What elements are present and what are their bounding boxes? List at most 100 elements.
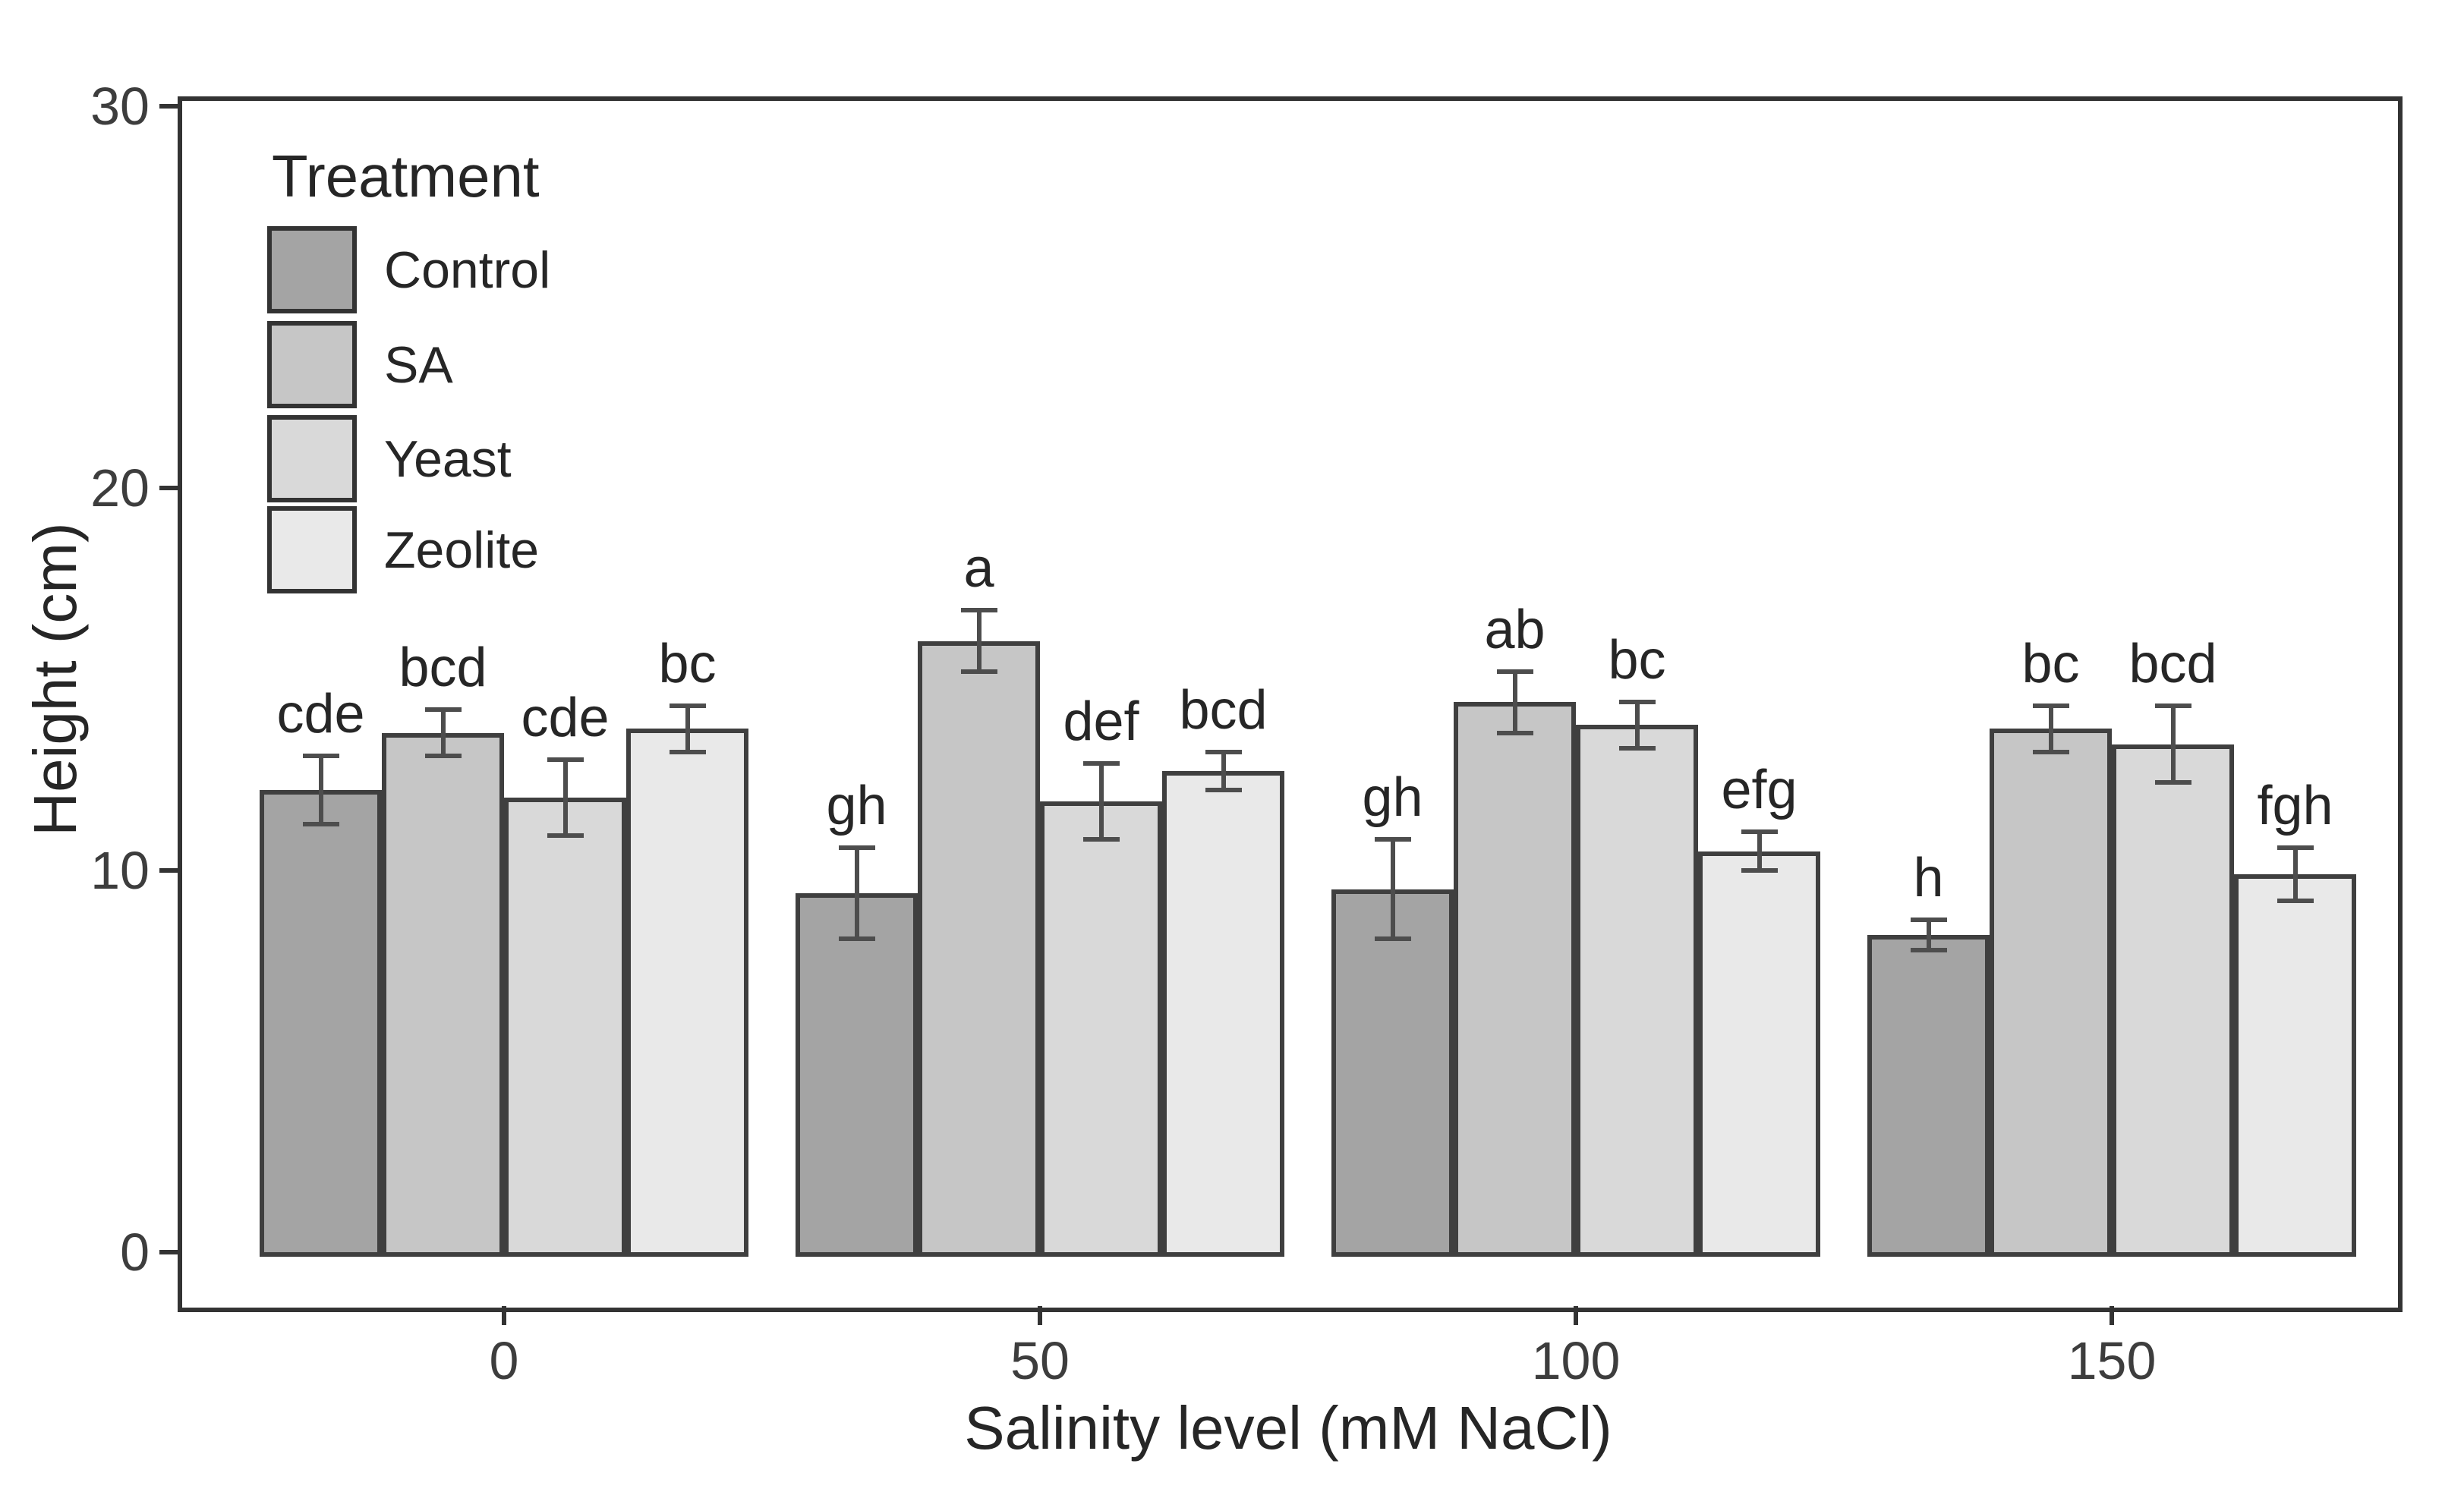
significance-letter: efg bbox=[1721, 760, 1798, 821]
error-bar-cap-top bbox=[424, 707, 462, 713]
error-bar-cap-bottom bbox=[960, 669, 997, 674]
significance-letter: bcd bbox=[1179, 679, 1268, 741]
x-axis-tick bbox=[2110, 1306, 2114, 1325]
error-bar-cap-bottom bbox=[547, 833, 584, 839]
error-bar-cap-top bbox=[838, 845, 875, 850]
bar-zeolite-50 bbox=[1162, 770, 1284, 1257]
significance-letter: bc bbox=[1608, 630, 1666, 691]
error-bar-cap-top bbox=[669, 704, 706, 709]
x-axis-tick-label: 0 bbox=[489, 1331, 519, 1390]
legend-swatch-yeast bbox=[267, 415, 357, 502]
x-axis-tick bbox=[1574, 1306, 1578, 1325]
error-bar-line bbox=[2292, 847, 2298, 901]
error-bar-cap-top bbox=[2154, 704, 2191, 709]
error-bar-line bbox=[685, 706, 690, 752]
error-bar-cap-top bbox=[302, 753, 339, 758]
y-axis-tick-label: 10 bbox=[90, 840, 150, 900]
bar-yeast-150 bbox=[2112, 744, 2234, 1257]
significance-letter: def bbox=[1063, 691, 1139, 752]
y-axis-tick bbox=[159, 104, 180, 109]
error-bar-line bbox=[1098, 763, 1104, 840]
error-bar-cap-top bbox=[2277, 845, 2314, 850]
x-axis-tick-label: 50 bbox=[1010, 1331, 1070, 1390]
bar-sa-100 bbox=[1454, 702, 1576, 1257]
error-bar-cap-top bbox=[2032, 704, 2069, 709]
bar-yeast-50 bbox=[1040, 801, 1162, 1257]
bar-zeolite-100 bbox=[1698, 851, 1820, 1257]
error-bar-line bbox=[1221, 751, 1226, 790]
error-bar-cap-top bbox=[960, 608, 997, 613]
error-bar-line bbox=[2170, 706, 2176, 782]
error-bar-cap-top bbox=[1374, 837, 1411, 842]
error-bar-cap-bottom bbox=[1496, 730, 1533, 735]
error-bar-line bbox=[2048, 706, 2053, 752]
error-bar-line bbox=[1634, 702, 1640, 748]
bar-control-50 bbox=[796, 892, 918, 1257]
error-bar-line bbox=[318, 755, 323, 825]
bar-control-100 bbox=[1331, 889, 1454, 1257]
error-bar-line bbox=[854, 847, 859, 940]
significance-letter: gh bbox=[826, 775, 887, 836]
significance-letter: fgh bbox=[2257, 775, 2333, 836]
error-bar-line bbox=[1926, 920, 1931, 951]
error-bar-line bbox=[1512, 671, 1517, 733]
x-axis-tick-label: 150 bbox=[2067, 1331, 2157, 1390]
significance-letter: a bbox=[963, 538, 994, 600]
error-bar-cap-top bbox=[547, 757, 584, 762]
significance-letter: bc bbox=[658, 634, 717, 695]
error-bar-cap-bottom bbox=[1205, 788, 1242, 792]
error-bar-cap-bottom bbox=[1374, 936, 1411, 942]
y-axis-tick-label: 20 bbox=[90, 458, 150, 518]
legend-title: Treatment bbox=[272, 143, 540, 209]
error-bar-cap-bottom bbox=[2032, 749, 2069, 754]
error-bar-line bbox=[1390, 839, 1395, 940]
error-bar-cap-top bbox=[1910, 918, 1947, 923]
significance-letter: h bbox=[1913, 848, 1944, 909]
legend-label-yeast: Yeast bbox=[384, 430, 512, 488]
bar-control-0 bbox=[260, 790, 382, 1257]
error-bar-line bbox=[562, 759, 568, 836]
legend-swatch-control bbox=[267, 226, 357, 313]
significance-letter: bcd bbox=[2128, 634, 2217, 695]
error-bar-line bbox=[976, 610, 982, 672]
bar-sa-150 bbox=[1990, 729, 2112, 1257]
legend-label-sa: SA bbox=[384, 335, 453, 394]
significance-letter: cde bbox=[276, 683, 365, 744]
bar-yeast-0 bbox=[504, 798, 626, 1257]
error-bar-cap-bottom bbox=[1082, 837, 1120, 842]
error-bar-cap-bottom bbox=[2277, 898, 2314, 903]
error-bar-cap-bottom bbox=[1741, 867, 1778, 873]
bar-sa-50 bbox=[918, 641, 1040, 1257]
error-bar-cap-bottom bbox=[838, 936, 875, 942]
legend-label-zeolite: Zeolite bbox=[384, 521, 540, 579]
error-bar-cap-top bbox=[1205, 749, 1242, 754]
significance-letter: gh bbox=[1362, 767, 1423, 829]
error-bar-cap-bottom bbox=[1910, 948, 1947, 953]
x-axis-title: Salinity level (mM NaCl) bbox=[964, 1394, 1612, 1462]
bar-yeast-100 bbox=[1576, 725, 1698, 1257]
error-bar-cap-bottom bbox=[1618, 745, 1656, 751]
x-axis-tick-label: 100 bbox=[1531, 1331, 1621, 1390]
y-axis-tick bbox=[159, 1250, 180, 1254]
significance-letter: cde bbox=[521, 687, 610, 748]
y-axis-title: Height (cm) bbox=[21, 522, 89, 836]
bar-sa-0 bbox=[382, 732, 504, 1257]
legend-swatch-sa bbox=[267, 321, 357, 408]
y-axis-tick bbox=[159, 867, 180, 873]
y-axis-tick-label: 30 bbox=[90, 77, 150, 137]
significance-letter: bcd bbox=[399, 637, 487, 699]
error-bar-cap-top bbox=[1618, 700, 1656, 705]
significance-letter: ab bbox=[1484, 599, 1546, 660]
error-bar-cap-bottom bbox=[669, 749, 706, 754]
error-bar-cap-top bbox=[1741, 829, 1778, 835]
error-bar-line bbox=[440, 710, 446, 756]
x-axis-tick bbox=[502, 1306, 506, 1325]
y-axis-tick bbox=[159, 486, 180, 491]
legend-label-control: Control bbox=[384, 241, 551, 299]
error-bar-cap-bottom bbox=[424, 753, 462, 758]
y-axis-tick-label: 0 bbox=[120, 1223, 150, 1282]
error-bar-cap-bottom bbox=[302, 822, 339, 827]
error-bar-cap-top bbox=[1496, 669, 1533, 674]
bar-zeolite-150 bbox=[2234, 873, 2356, 1257]
